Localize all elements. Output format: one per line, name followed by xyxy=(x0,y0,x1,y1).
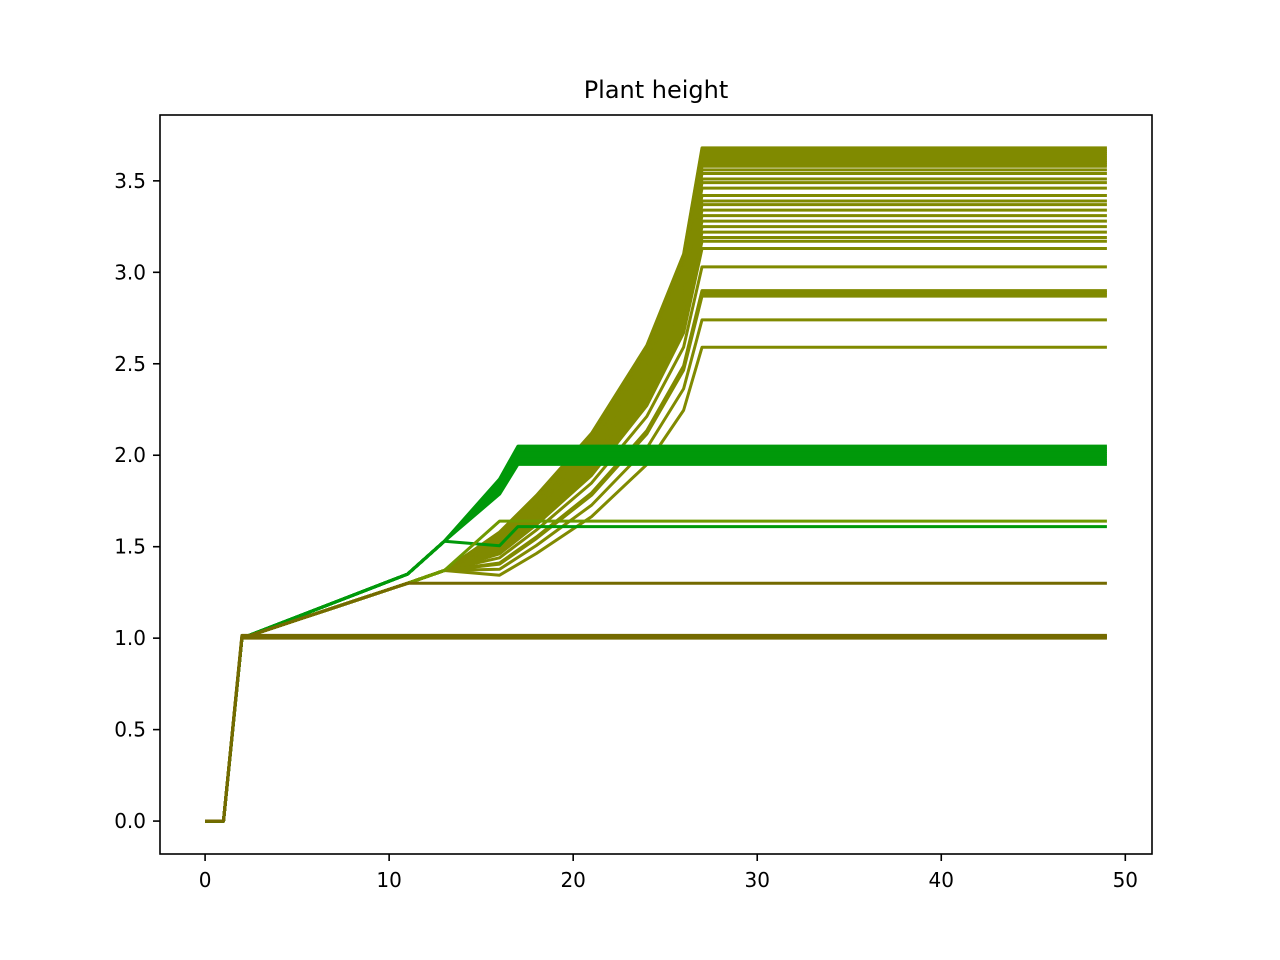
x-tick-label: 10 xyxy=(376,868,401,892)
x-tick-label: 0 xyxy=(199,868,212,892)
x-tick-label: 20 xyxy=(560,868,585,892)
series-line-flat-3 xyxy=(205,633,1107,823)
x-tick-label: 50 xyxy=(1113,868,1138,892)
plot-frame xyxy=(159,114,1153,855)
y-tick-label: 1.5 xyxy=(114,535,146,559)
y-tick-label: 2.0 xyxy=(114,443,146,467)
y-tick-label: 3.0 xyxy=(114,260,146,284)
series-layer xyxy=(205,146,1107,823)
x-tick-label: 30 xyxy=(744,868,769,892)
y-tick-label: 3.5 xyxy=(114,169,146,193)
x-tick-label: 40 xyxy=(929,868,954,892)
y-axis: 0.0 0.5 1.0 1.5 2.0 2.5 3.0 3.5 xyxy=(114,169,160,833)
y-tick-label: 2.5 xyxy=(114,352,146,376)
y-tick-label: 0.0 xyxy=(114,809,146,833)
y-tick-label: 0.5 xyxy=(114,718,146,742)
y-tick-label: 1.0 xyxy=(114,626,146,650)
chart-title: Plant height xyxy=(584,76,729,104)
x-axis: 0 10 20 30 40 50 xyxy=(199,854,1138,892)
